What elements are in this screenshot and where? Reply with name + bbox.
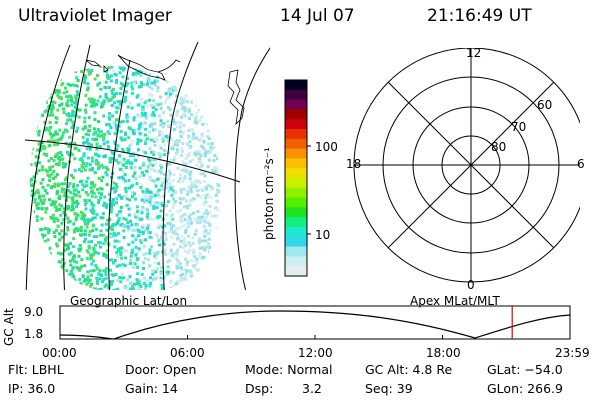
colorbar-unit-label: photon cm⁻²s⁻¹ xyxy=(262,147,276,240)
polar-label-12: 12 xyxy=(466,46,482,60)
door-status: Door: Open xyxy=(125,362,197,377)
polar-label-0: 0 xyxy=(467,278,475,292)
polar-label-6: 6 xyxy=(577,157,585,171)
gc-alt-axis-label: GC Alt xyxy=(2,308,16,346)
polar-plot xyxy=(353,48,580,283)
time-tick-1200: 12:00 xyxy=(298,346,333,360)
dsp-label: Dsp: xyxy=(245,381,274,396)
date-label: 14 Jul 07 xyxy=(280,6,355,26)
time-tick-1800: 18:00 xyxy=(426,346,461,360)
lat-lon-grid xyxy=(25,42,270,290)
time-tick-0000: 00:00 xyxy=(42,346,77,360)
alt-tick-1-8: 1.8 xyxy=(24,327,44,341)
time-tick-0600: 06:00 xyxy=(170,346,205,360)
gc-alt-status: GC Alt: 4.8 Re xyxy=(365,362,453,377)
gain-status: Gain: 14 xyxy=(125,381,178,396)
dsp-value: 3.2 xyxy=(302,381,322,396)
glat-status: GLat: −54.0 xyxy=(487,362,563,377)
time-tick-2359: 23:59 xyxy=(555,346,590,360)
filter-status: Flt: LBHL xyxy=(8,362,64,377)
colorbar-tick-100: 100 xyxy=(315,140,338,154)
aurora-image xyxy=(29,66,221,290)
coastline-north xyxy=(157,59,181,73)
altitude-curve xyxy=(59,310,571,340)
altitude-plot xyxy=(59,305,571,340)
ip-status: IP: 36.0 xyxy=(8,381,56,396)
colorbar-tick-10: 10 xyxy=(315,228,331,242)
instrument-title: Ultraviolet Imager xyxy=(18,6,172,26)
time-label: 21:16:49 UT xyxy=(427,6,532,26)
glon-status: GLon: 266.9 xyxy=(487,381,563,396)
polar-lat-80: 80 xyxy=(491,140,507,154)
coastline-east xyxy=(227,69,245,126)
geographic-title: Geographic Lat/Lon xyxy=(70,294,188,308)
mode-status: Mode: Normal xyxy=(245,362,333,377)
polar-lat-60: 60 xyxy=(537,98,553,112)
polar-label-18: 18 xyxy=(346,157,362,171)
alt-tick-9: 9.0 xyxy=(24,305,44,319)
polar-lat-70: 70 xyxy=(511,120,527,134)
seq-status: Seq: 39 xyxy=(365,381,413,396)
colorbar xyxy=(284,79,311,277)
apex-title: Apex MLat/MLT xyxy=(410,294,500,308)
